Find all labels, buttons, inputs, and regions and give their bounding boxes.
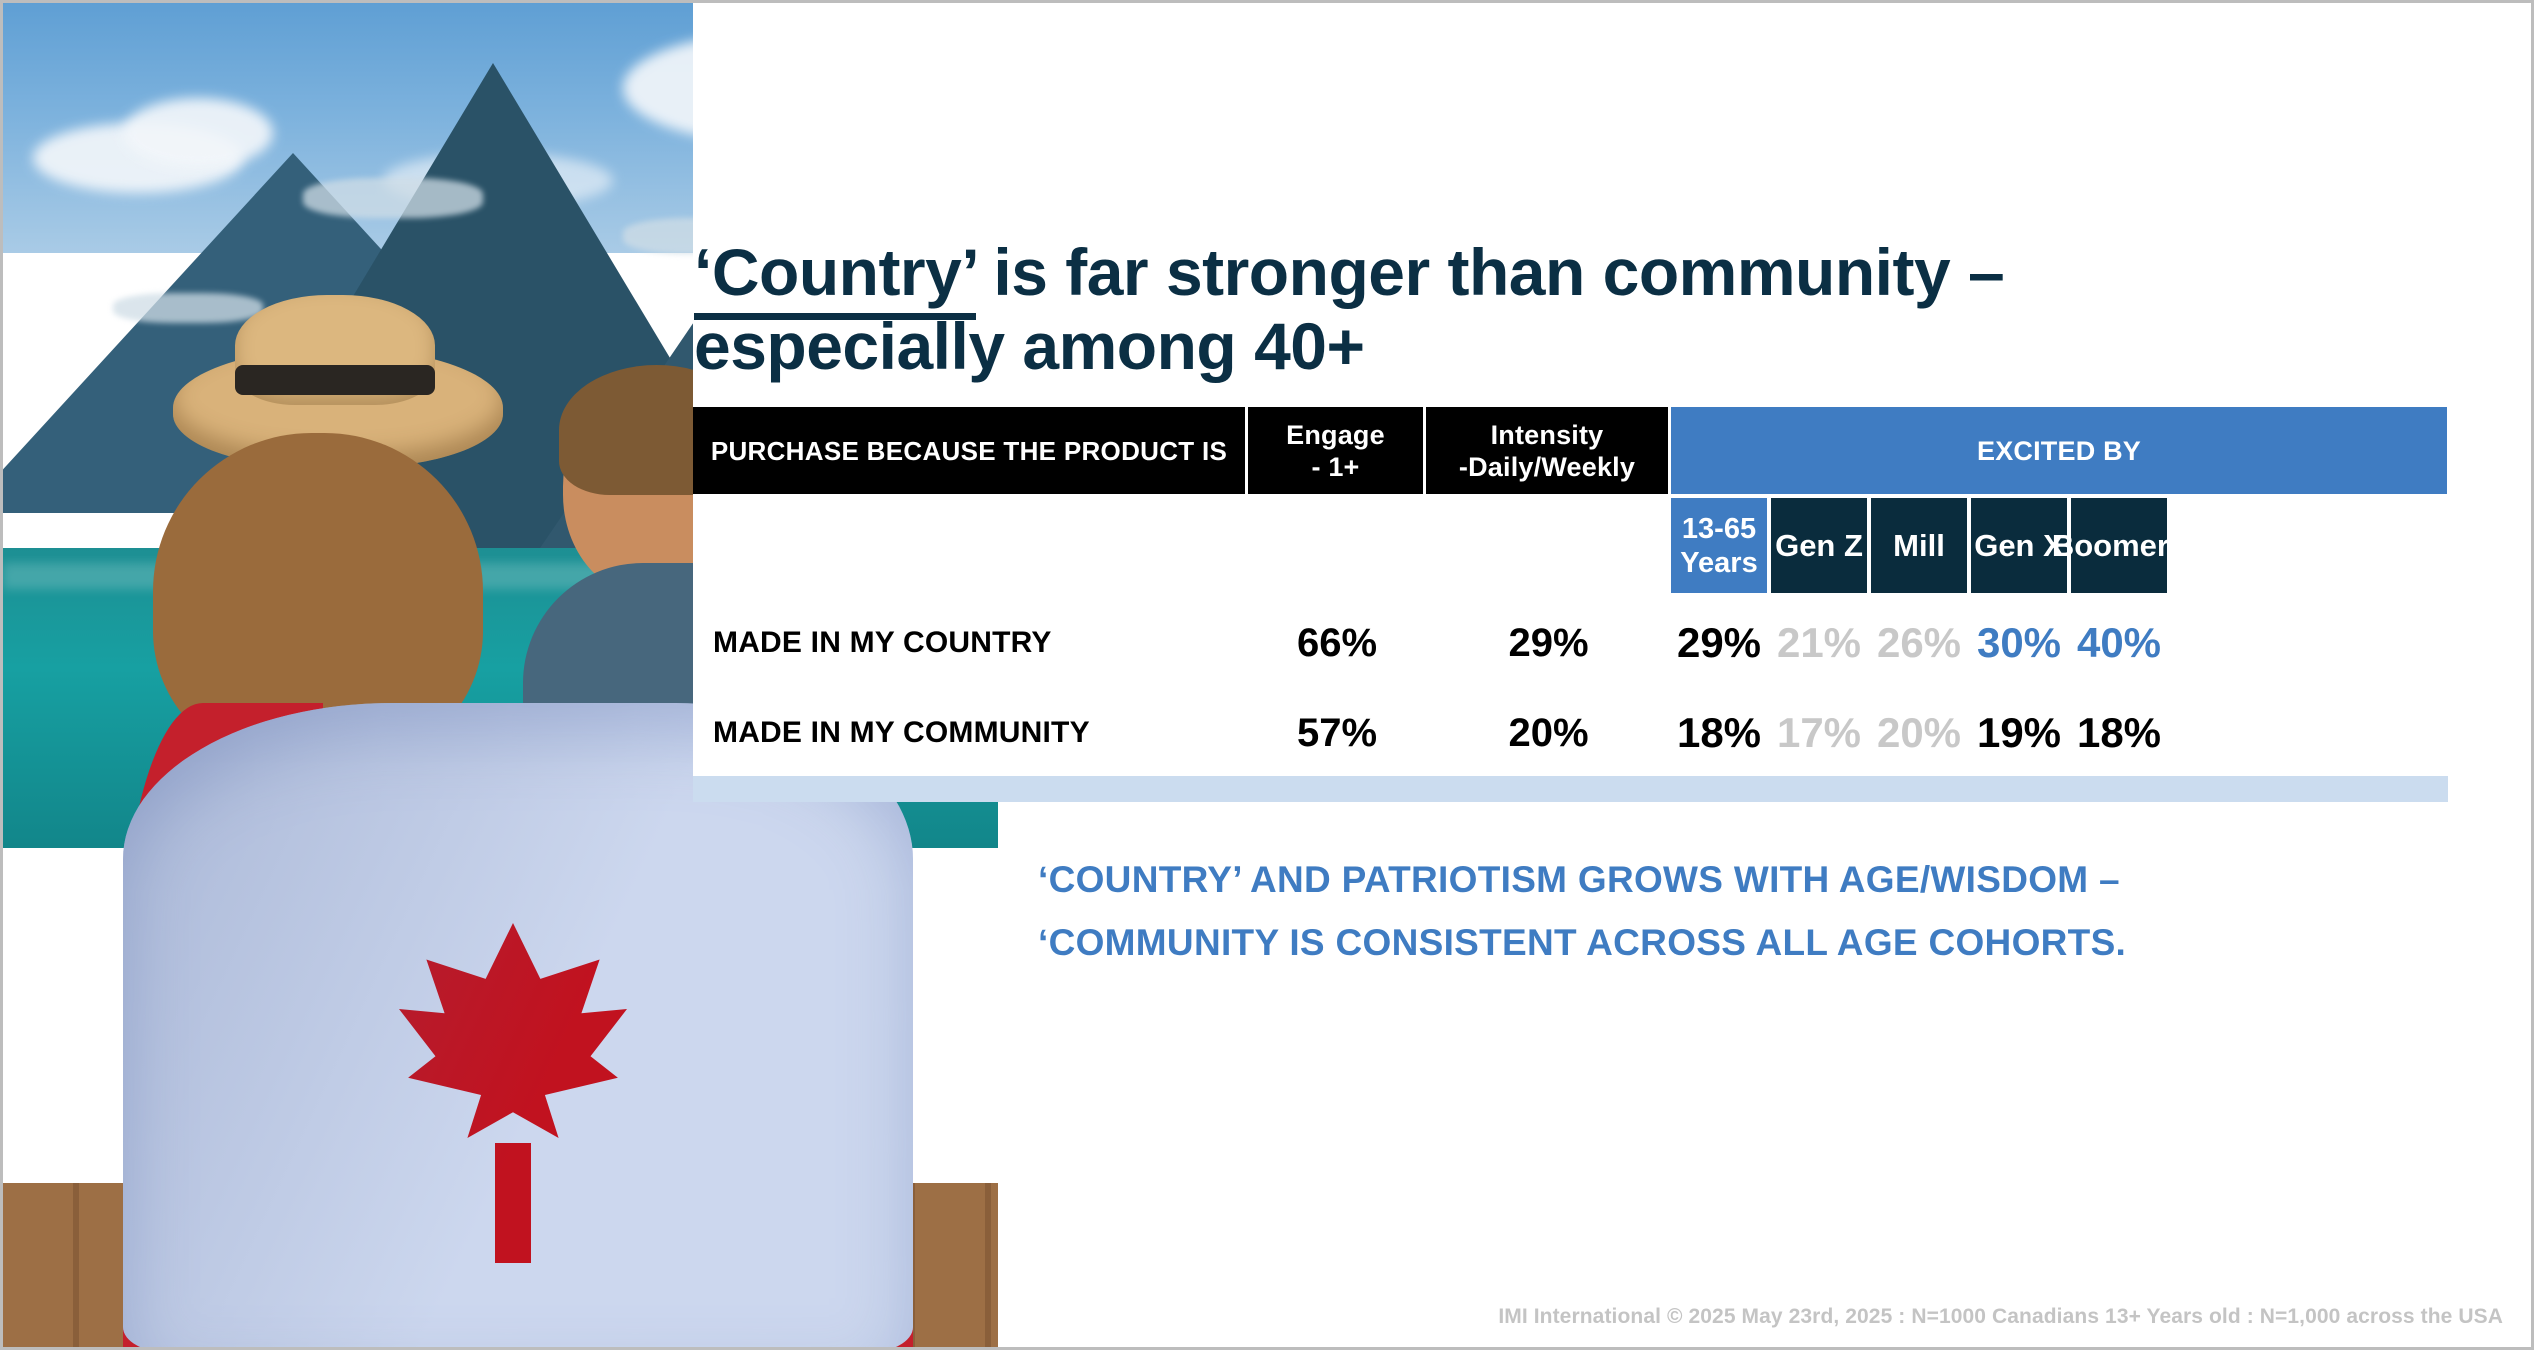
takeaway-text: ‘COUNTRY’ AND PATRIOTISM GROWS WITH AGE/… [1038,848,2438,974]
row-label-made-in-my-country: MADE IN MY COUNTRY [713,626,1052,659]
data-table: PURCHASE BECAUSE THE PRODUCT IS Engage -… [693,407,2448,773]
cohort-13-65-line1: 13-65 [1681,512,1757,545]
row-label-made-in-my-community: MADE IN MY COMMUNITY [713,716,1090,749]
cell-country-mill: 26% [1876,619,1962,666]
cell-country-intensity: 29% [1508,620,1589,665]
section-divider [693,776,2448,802]
column-header-purchase-because: PURCHASE BECAUSE THE PRODUCT IS [693,407,1248,494]
snow-patch [113,293,263,323]
snow-patch [303,178,483,218]
cell-country-gen-x: 30% [1976,619,2062,666]
page-title: ‘Country’ is far stronger than community… [694,235,2454,383]
cell-community-gen-z: 17% [1776,709,1862,756]
cell-country-engage: 66% [1296,620,1378,665]
page-title-rest: is far stronger than community – [975,235,2005,310]
column-header-engage-line1: Engage [1286,419,1385,450]
content-panel [693,3,2531,796]
cell-community-boomers: 18% [2076,709,2162,756]
column-header-intensity-line1: Intensity [1490,419,1604,450]
maple-leaf-stem [495,1143,531,1263]
takeaway-line1: ‘COUNTRY’ AND PATRIOTISM GROWS WITH AGE/… [1038,859,2120,900]
column-header-engage-line2: - 1+ [1311,451,1360,482]
footer-source-note: IMI International © 2025 May 23rd, 2025 … [1498,1305,2503,1328]
column-header-mill: Mill [1871,498,1967,593]
column-header-intensity: Intensity -Daily/Weekly [1426,407,1671,494]
column-header-engage: Engage - 1+ [1248,407,1426,494]
column-header-gen-x: Gen X [1971,498,2067,593]
takeaway-line2: ‘COMMUNITY IS CONSISTENT ACROSS ALL AGE … [1038,922,2127,963]
page-title-emphasis: ‘Country’ [694,235,976,321]
cell-community-gen-x: 19% [1976,709,2062,756]
cell-country-gen-z: 21% [1776,619,1862,666]
cohort-13-65-line2: Years [1680,546,1758,579]
fabric-shading [123,703,913,1347]
column-header-boomers: Boomers [2052,498,2186,593]
cell-community-mill: 20% [1876,709,1962,756]
table-subheader-row: 13-65 Years Gen Z Mill Gen X Boomers [693,498,2448,593]
cell-country-13-65: 29% [1676,619,1762,666]
table-header-row: PURCHASE BECAUSE THE PRODUCT IS Engage -… [693,407,2448,494]
maple-leaf-icon [313,843,713,1263]
column-header-intensity-line2: -Daily/Weekly [1458,451,1636,482]
column-header-gen-z: Gen Z [1771,498,1867,593]
page-title-line2: especially among 40+ [694,309,1365,384]
cell-community-engage: 57% [1296,710,1378,755]
cell-community-intensity: 20% [1508,710,1589,755]
column-group-header-excited-by: EXCITED BY [1671,407,2447,494]
table-row: MADE IN MY COMMUNITY 57% 20% 18% 17% 20%… [693,693,2448,773]
cell-country-boomers: 40% [2076,619,2162,666]
hat-band [235,365,435,395]
table-row: MADE IN MY COUNTRY 66% 29% 29% 21% 26% 3… [693,603,2448,683]
cell-community-13-65: 18% [1676,709,1762,756]
column-header-13-65-years: 13-65 Years [1671,498,1767,593]
